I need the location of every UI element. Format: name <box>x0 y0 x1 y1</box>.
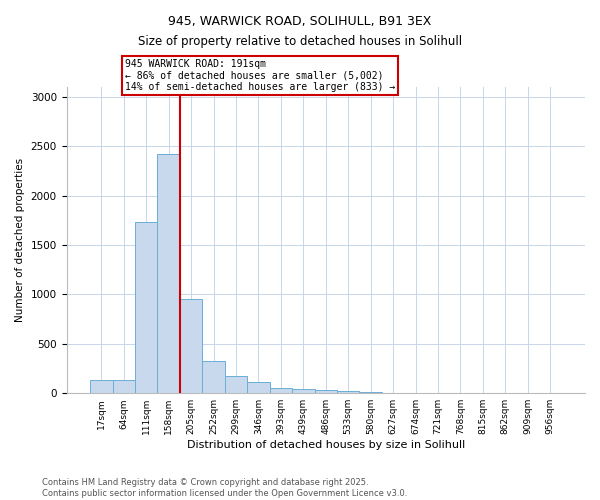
Bar <box>135 222 157 393</box>
Bar <box>157 154 180 393</box>
Bar <box>225 376 247 393</box>
Bar <box>180 300 202 393</box>
Y-axis label: Number of detached properties: Number of detached properties <box>15 158 25 322</box>
Bar <box>292 390 314 393</box>
Bar <box>90 380 113 393</box>
Bar <box>113 380 135 393</box>
Bar <box>269 388 292 393</box>
Text: 945 WARWICK ROAD: 191sqm
← 86% of detached houses are smaller (5,002)
14% of sem: 945 WARWICK ROAD: 191sqm ← 86% of detach… <box>125 58 395 92</box>
Text: Contains HM Land Registry data © Crown copyright and database right 2025.
Contai: Contains HM Land Registry data © Crown c… <box>42 478 407 498</box>
Bar <box>359 392 382 393</box>
Text: Size of property relative to detached houses in Solihull: Size of property relative to detached ho… <box>138 35 462 48</box>
Bar <box>314 390 337 393</box>
Text: 945, WARWICK ROAD, SOLIHULL, B91 3EX: 945, WARWICK ROAD, SOLIHULL, B91 3EX <box>169 15 431 28</box>
Bar <box>202 360 225 393</box>
X-axis label: Distribution of detached houses by size in Solihull: Distribution of detached houses by size … <box>187 440 465 450</box>
Bar <box>337 391 359 393</box>
Bar <box>247 382 269 393</box>
